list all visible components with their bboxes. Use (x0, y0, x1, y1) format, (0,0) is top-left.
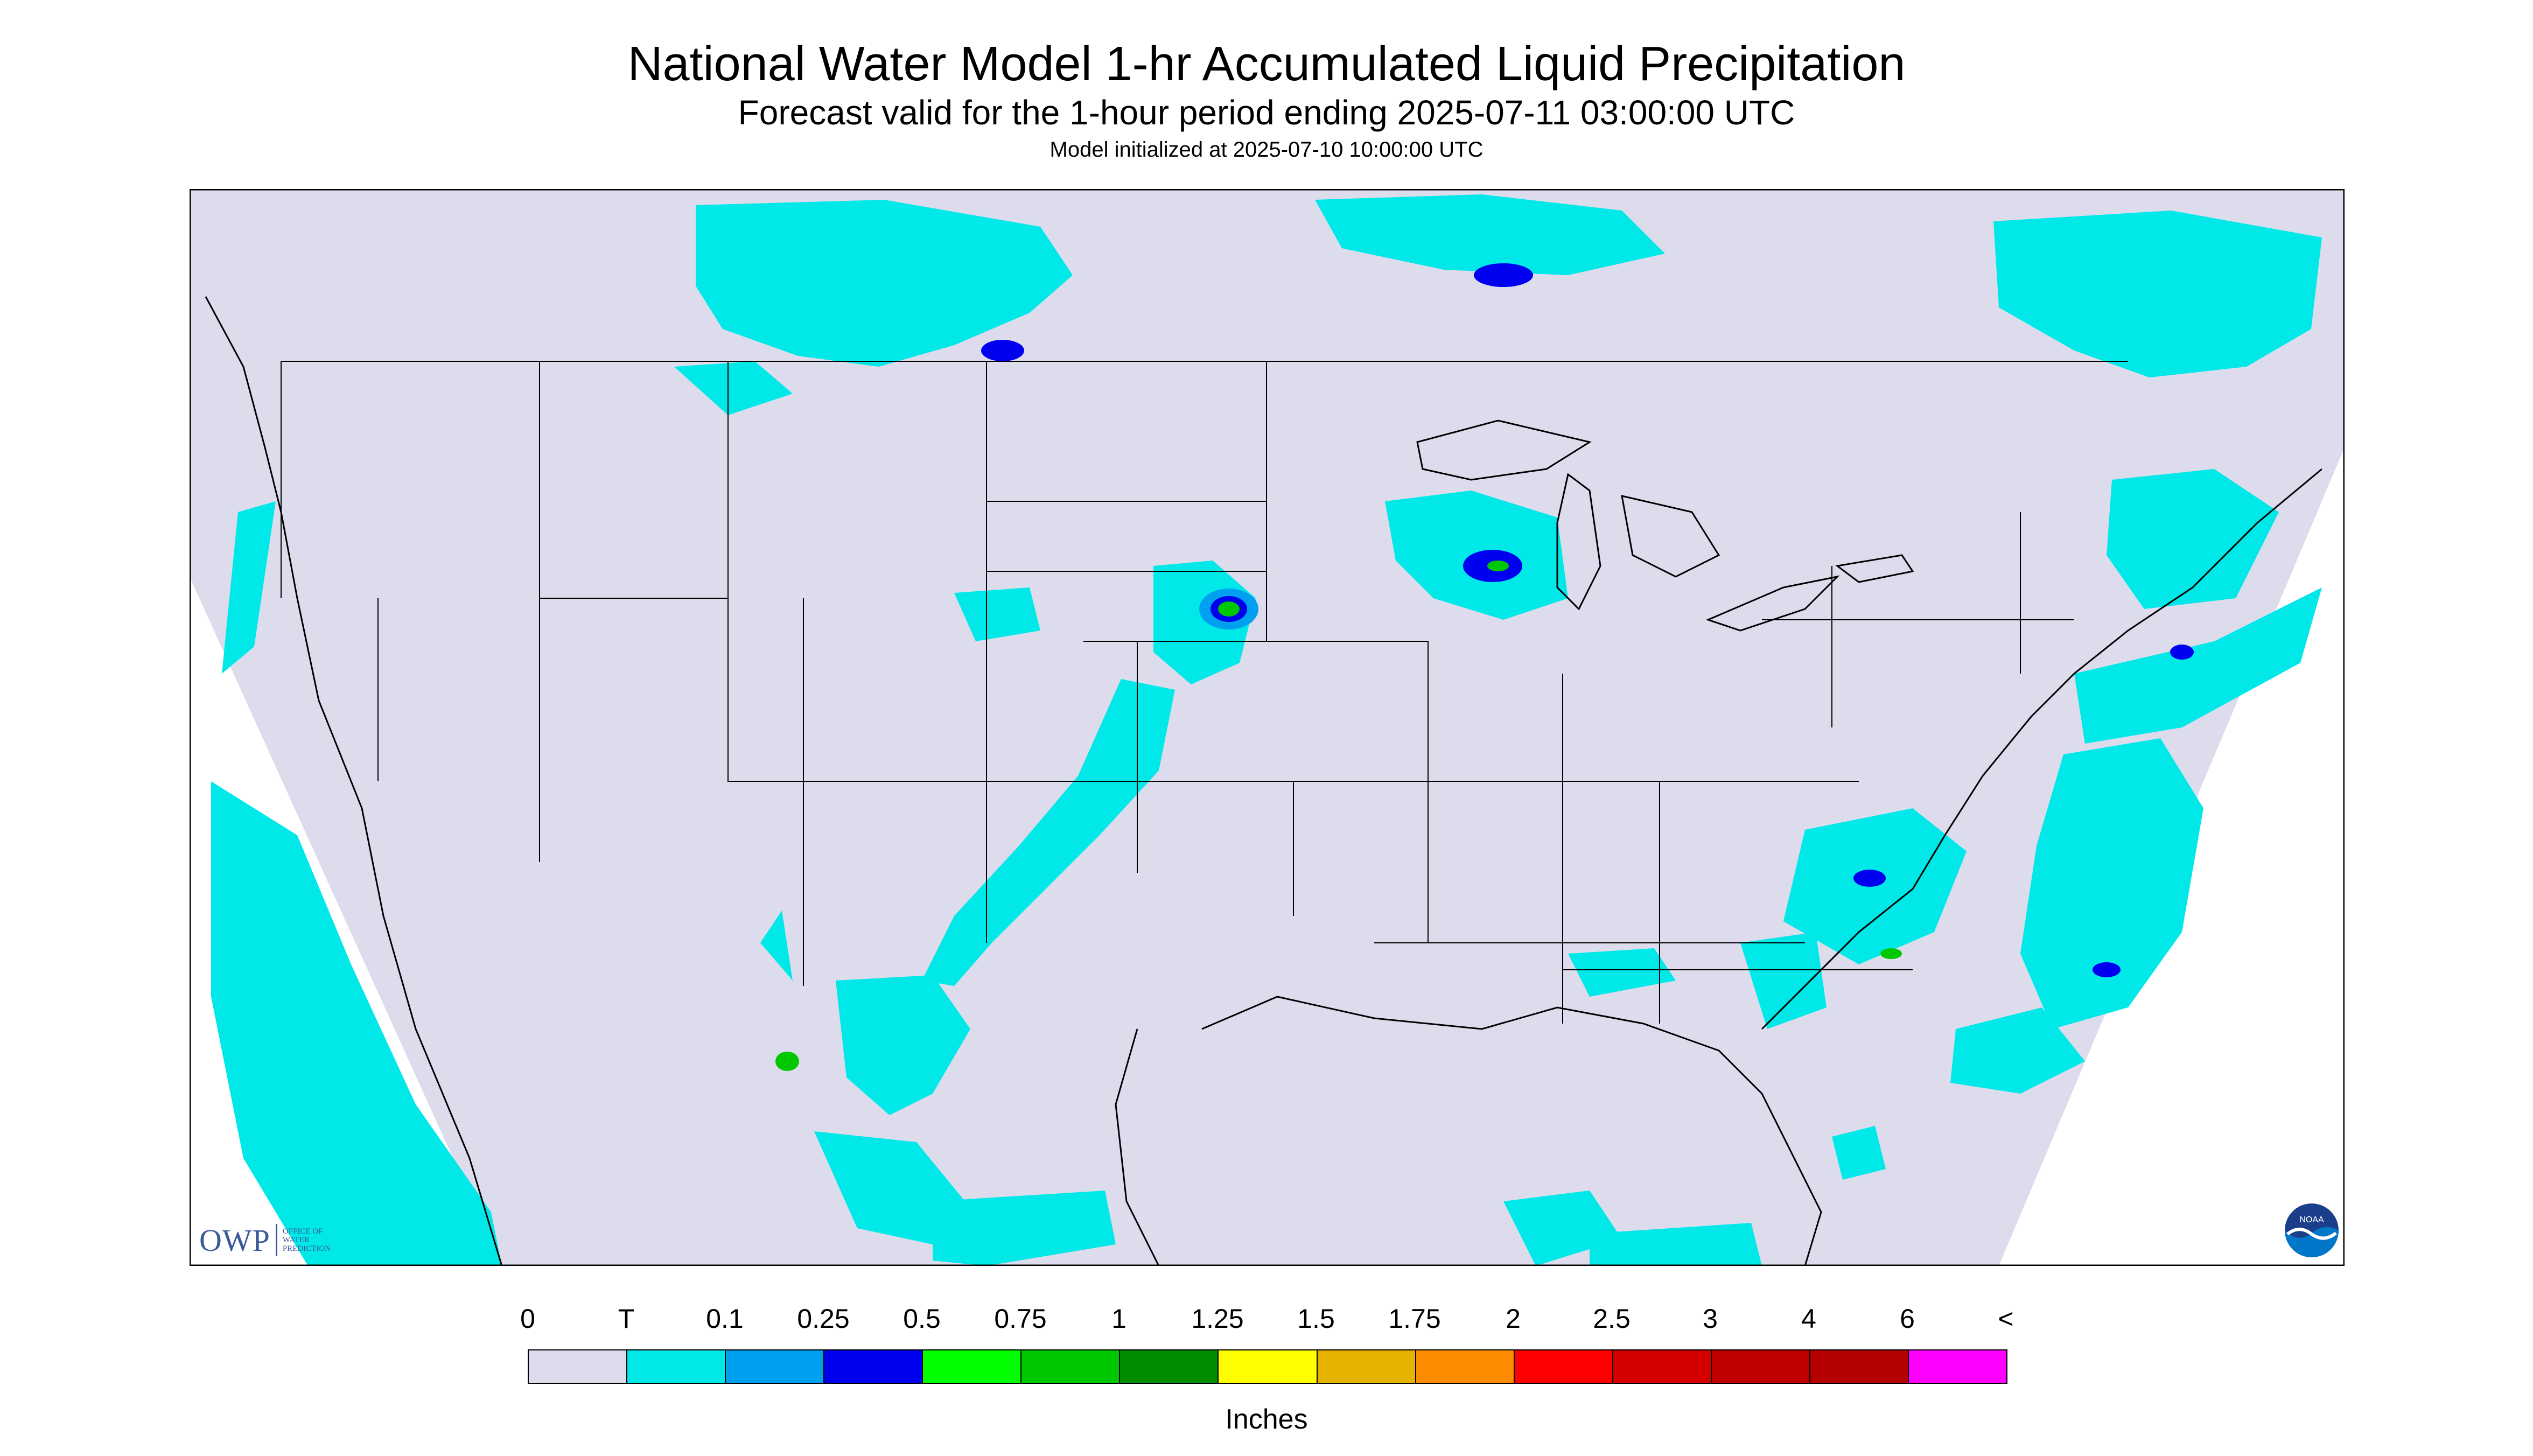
legend-label: 0 (520, 1304, 535, 1334)
legend-label: 0.25 (797, 1304, 850, 1334)
coastlines (205, 296, 2322, 1266)
legend-swatch (1021, 1350, 1121, 1383)
precip-heavy-cores (775, 263, 2194, 1071)
legend-label: 0.1 (706, 1304, 744, 1334)
legend-label: 0.5 (903, 1304, 941, 1334)
precipitation-map (190, 189, 2345, 1266)
state-boundaries (281, 361, 2128, 1024)
legend-swatch (824, 1350, 923, 1383)
noaa-logo-text: NOAA (2299, 1215, 2324, 1224)
map-title: National Water Model 1-hr Accumulated Li… (627, 37, 1906, 91)
legend-swatch (1908, 1350, 2006, 1383)
legend-label: 1.25 (1191, 1304, 1244, 1334)
legend-swatch (1810, 1350, 1909, 1383)
legend-swatch (1613, 1350, 1712, 1383)
great-lakes (1416, 419, 1914, 632)
owp-logo-divider (275, 1224, 277, 1256)
legend-label: 6 (1900, 1304, 1915, 1334)
map-subtitle: Forecast valid for the 1-hour period end… (738, 93, 1795, 132)
legend-swatch (627, 1350, 726, 1383)
noaa-logo: NOAA (2285, 1203, 2339, 1257)
legend-label: 4 (1801, 1304, 1816, 1334)
map-frame (190, 189, 2345, 1266)
legend-label: 2.5 (1593, 1304, 1631, 1334)
legend-units: Inches (1225, 1404, 1308, 1435)
legend-swatch (529, 1350, 628, 1383)
legend-label: 0.75 (994, 1304, 1047, 1334)
owp-logo-text: OFFICE OF WATER PREDICTION (282, 1227, 331, 1253)
owp-logo: OWP OFFICE OF WATER PREDICTION (199, 1221, 331, 1259)
legend-swatch (1416, 1350, 1515, 1383)
legend-color-bar (528, 1349, 2007, 1384)
legend-label: 1 (1111, 1304, 1126, 1334)
legend-swatch (923, 1350, 1022, 1383)
legend-swatch (726, 1350, 825, 1383)
owp-logo-mark: OWP (199, 1222, 270, 1258)
legend-labels: 0 T 0.1 0.25 0.5 0.75 1 1.25 1.5 1.75 2 … (506, 1303, 2068, 1341)
precip-trace-areas (211, 194, 2322, 1266)
legend-label: 1.75 (1388, 1304, 1441, 1334)
legend-swatch (1219, 1350, 1318, 1383)
model-init-time: Model initialized at 2025-07-10 10:00:00… (1049, 138, 1484, 162)
legend-swatch (1514, 1350, 1613, 1383)
legend-label: 2 (1506, 1304, 1521, 1334)
legend-swatch (1120, 1350, 1219, 1383)
legend-swatch (1317, 1350, 1416, 1383)
legend-swatch (1711, 1350, 1810, 1383)
legend-label: < (1998, 1304, 2014, 1334)
legend-label: 1.5 (1297, 1304, 1335, 1334)
legend-label: T (618, 1304, 635, 1334)
legend-label: 3 (1703, 1304, 1718, 1334)
